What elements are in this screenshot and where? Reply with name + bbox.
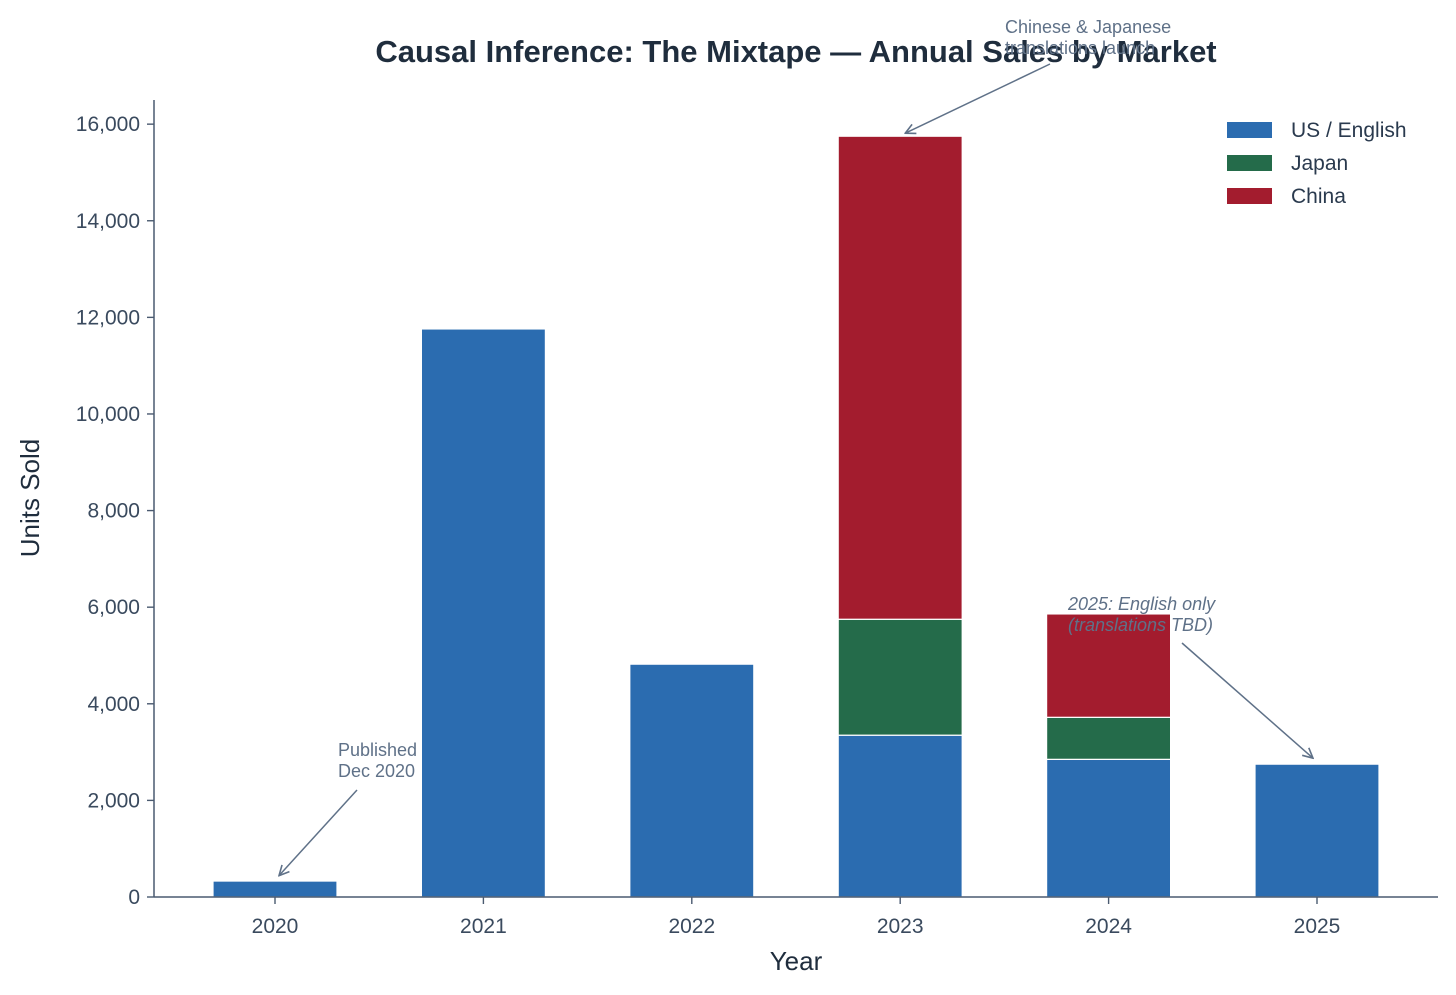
x-axis: 2020 2021 2022 2023 2024 2025: [154, 896, 1438, 938]
y-tick-label: 4,000: [87, 693, 140, 716]
bar-japan-2024: [1045, 716, 1172, 760]
legend-label-us-english: US / English: [1291, 119, 1407, 142]
annotation-line: Chinese & Japanese: [1005, 17, 1171, 37]
y-tick-label: 6,000: [87, 596, 140, 619]
bar-us-english-2023: [837, 734, 963, 898]
bar-us-english-2022: [629, 663, 755, 898]
legend: US / English Japan China: [1227, 119, 1407, 208]
x-tick-label-2021: 2021: [460, 915, 507, 938]
legend-label-japan: Japan: [1291, 152, 1348, 175]
x-tick-label-2025: 2025: [1294, 915, 1341, 938]
annotation-line: Published: [338, 740, 417, 760]
x-tick-label-2020: 2020: [252, 915, 299, 938]
x-tick-label-2024: 2024: [1085, 915, 1132, 938]
annotation-line: Dec 2020: [338, 761, 415, 781]
x-tick-label-2023: 2023: [877, 915, 924, 938]
bars-layer: [212, 135, 1380, 898]
x-tick-label-2022: 2022: [668, 915, 715, 938]
legend-swatch-japan: [1227, 155, 1272, 171]
annotation-line: 2025: English only: [1067, 594, 1216, 614]
y-tick-label: 14,000: [76, 210, 140, 233]
annotation-published: Published Dec 2020: [338, 740, 417, 781]
bar-us-english-2024: [1045, 758, 1172, 898]
annotation-line: (translations TBD): [1068, 615, 1213, 635]
bar-china-2023: [837, 135, 963, 620]
y-tick-label: 0: [128, 886, 140, 909]
bar-us-english-2021: [420, 328, 546, 898]
legend-swatch-us-english: [1227, 122, 1272, 138]
bar-us-english-2025: [1254, 763, 1380, 898]
y-tick-label: 2,000: [87, 789, 140, 812]
annotation-line: translations launch: [1005, 38, 1155, 58]
bar-japan-2023: [837, 618, 963, 736]
chart-title: Causal Inference: The Mixtape — Annual S…: [375, 34, 1216, 69]
bar-china-2024: [1045, 613, 1172, 718]
annotations: Published Dec 2020 Chinese & Japanese trans…: [279, 17, 1313, 876]
legend-label-china: China: [1291, 185, 1346, 208]
annotation-english-only: 2025: English only (translations TBD): [1067, 594, 1216, 635]
annotation-arrow-english-only: [1181, 642, 1313, 758]
annotation-translations: Chinese & Japanese translations launch: [1005, 17, 1171, 58]
y-tick-label: 10,000: [76, 403, 140, 426]
bar-us-english-2020: [212, 880, 338, 898]
annotation-arrow-published: [279, 789, 358, 876]
y-tick-label: 16,000: [76, 113, 140, 136]
legend-swatch-china: [1227, 188, 1272, 204]
x-axis-title: Year: [770, 946, 823, 976]
y-tick-label: 8,000: [87, 500, 140, 523]
annotation-arrow-translations: [905, 63, 1051, 133]
y-axis: 0 2,000 4,000 6,000 8,000 10,000 12,000 14,000 1…: [76, 100, 155, 909]
y-axis-title: Units Sold: [15, 439, 45, 558]
y-tick-label: 12,000: [76, 306, 140, 329]
